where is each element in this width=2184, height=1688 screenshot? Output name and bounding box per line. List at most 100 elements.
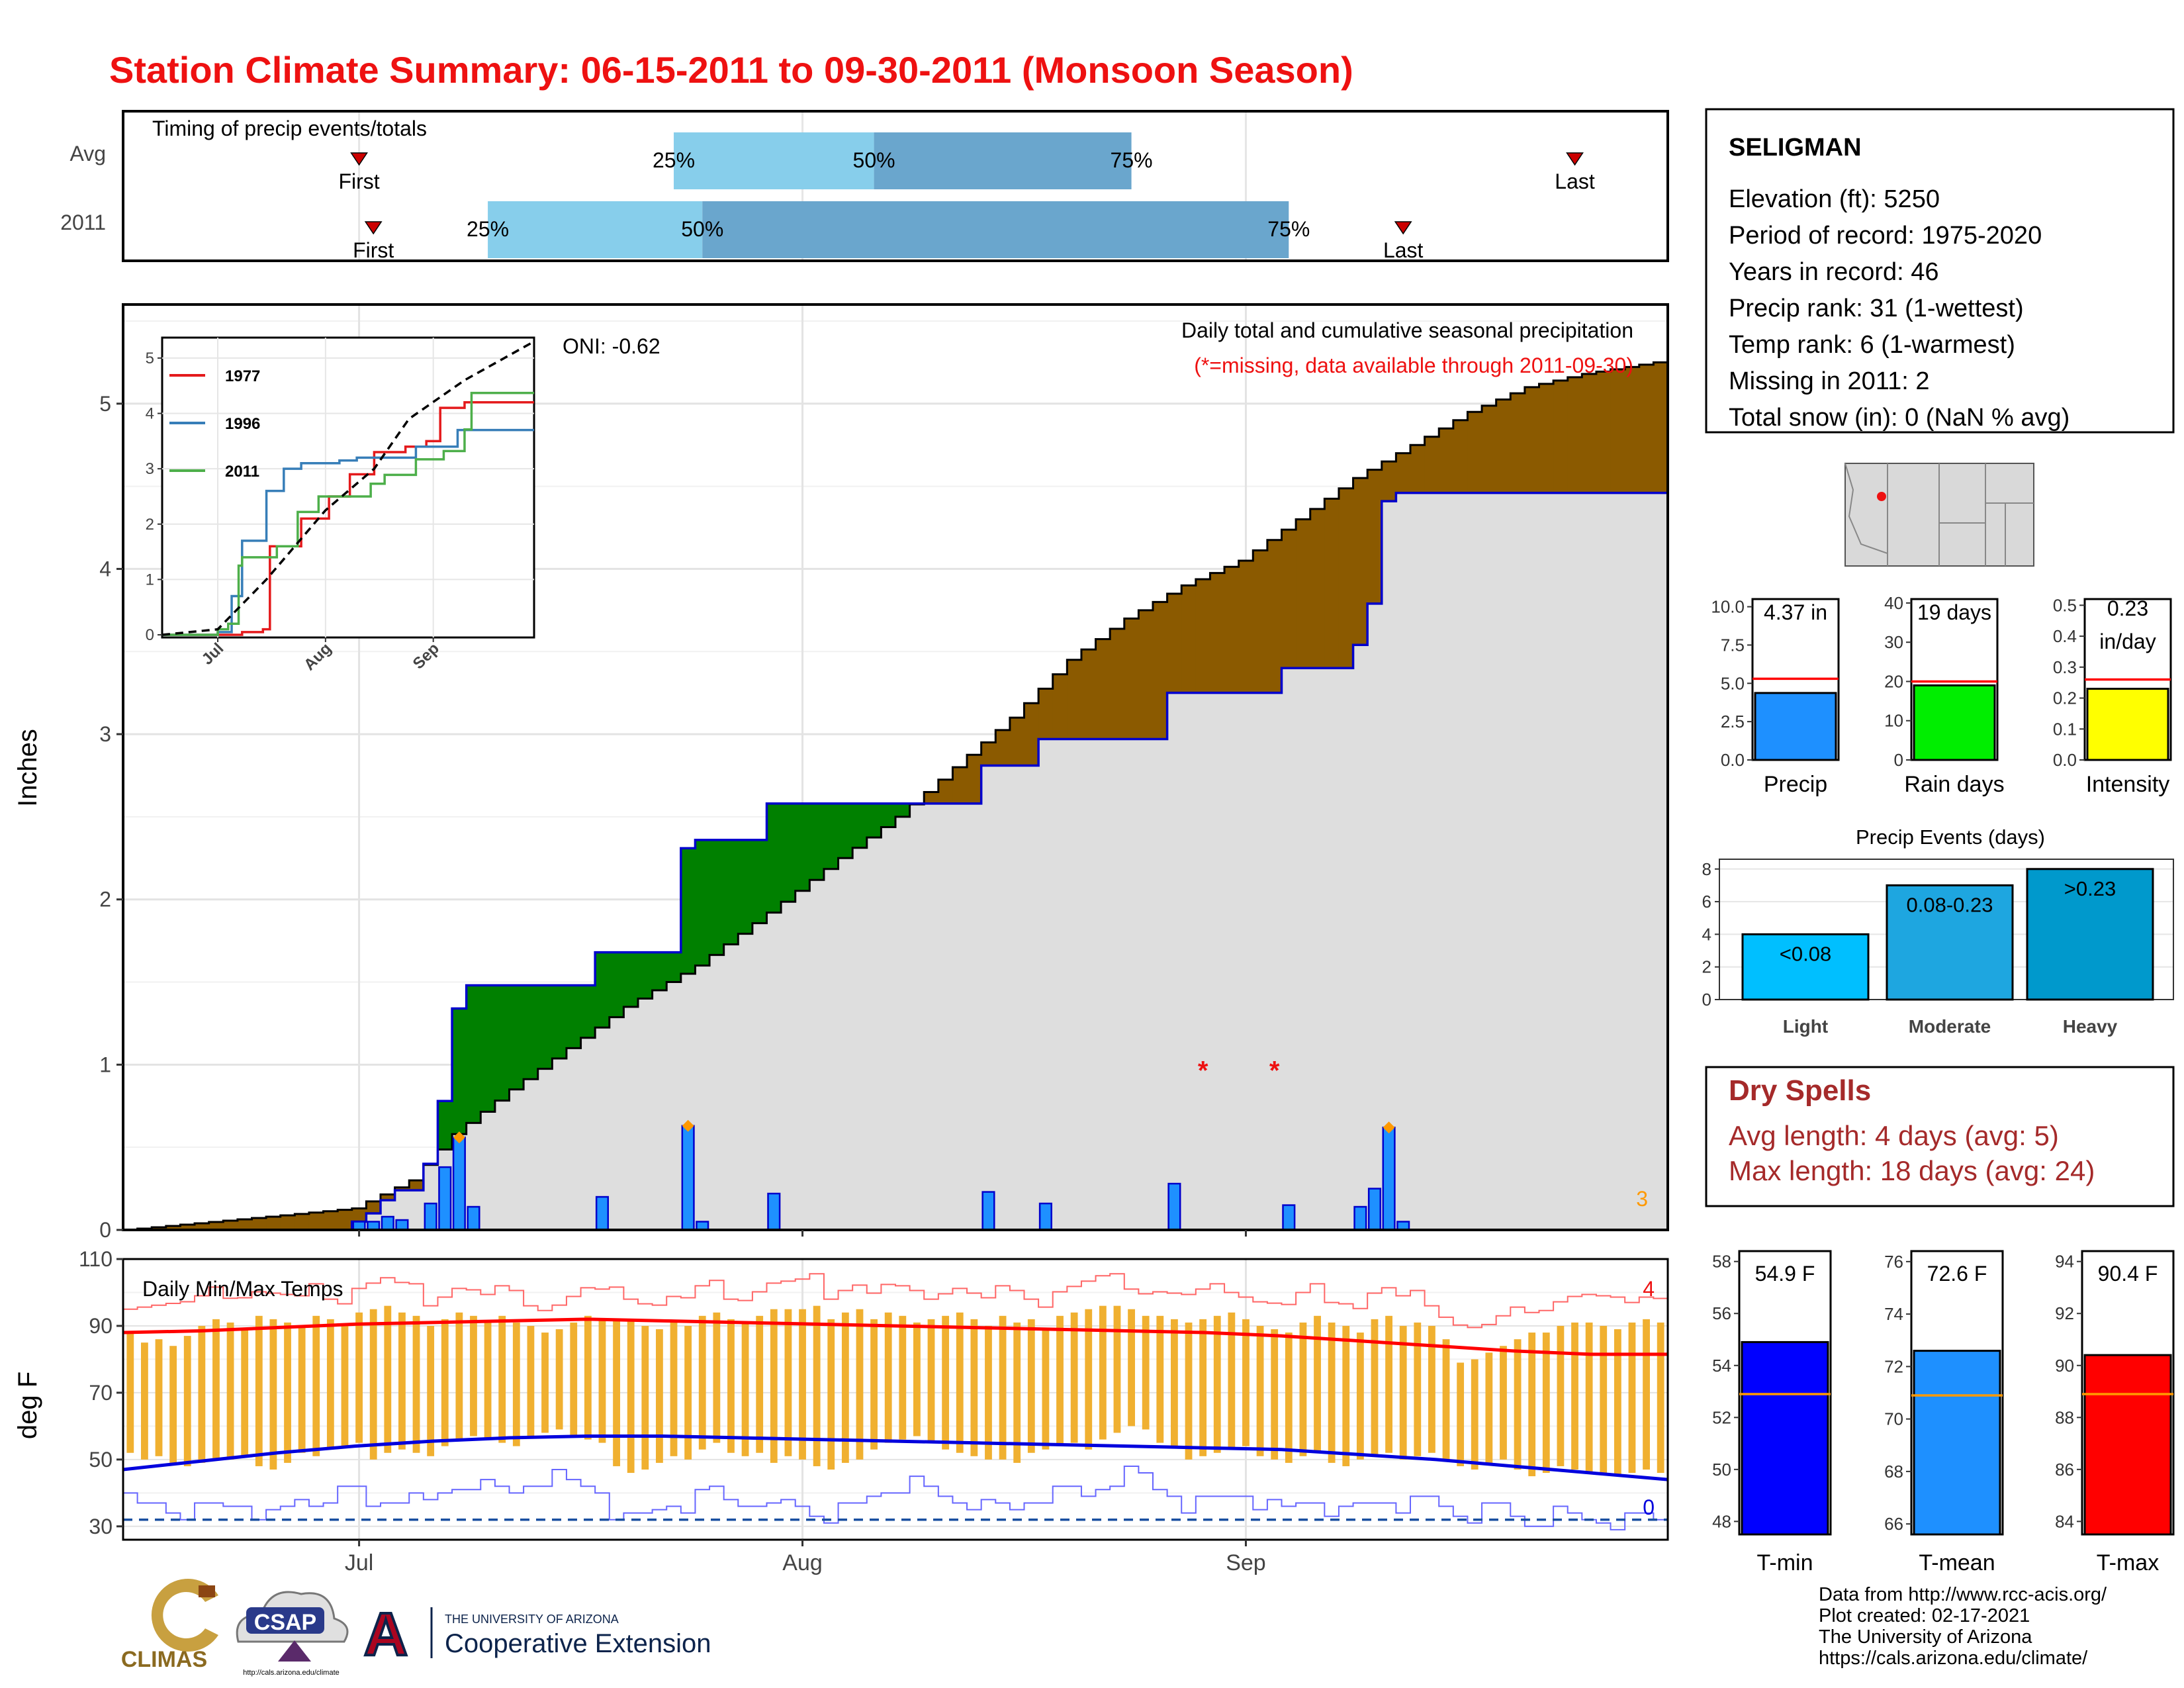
ua-logo-letter: A bbox=[364, 1601, 408, 1668]
daily-temp-range-bar bbox=[1070, 1312, 1078, 1443]
deficit-fill bbox=[1038, 688, 1054, 739]
deficit-fill bbox=[323, 1211, 338, 1230]
station-name: SELIGMAN bbox=[1729, 134, 1862, 162]
surplus-fill bbox=[852, 803, 868, 848]
daily-temp-range-bar bbox=[512, 1322, 520, 1446]
deficit-fill bbox=[1596, 371, 1612, 493]
surplus-fill bbox=[623, 952, 639, 1007]
timing-bar-50-75 bbox=[874, 132, 1132, 189]
intensity-summary-bar bbox=[2086, 688, 2169, 761]
events-bar-moderate bbox=[1886, 884, 2014, 1001]
daily-temp-range-bar bbox=[827, 1319, 835, 1470]
daily-temp-range-bar bbox=[956, 1312, 964, 1453]
surplus-fill bbox=[509, 985, 524, 1090]
tmean-summary-value-label: 72.6 F bbox=[1927, 1262, 1987, 1286]
deficit-fill bbox=[308, 1212, 324, 1230]
average-cumulative-line bbox=[123, 361, 1668, 1231]
deficit-fill bbox=[195, 1223, 210, 1230]
daily-temp-range-bar bbox=[1228, 1312, 1236, 1450]
daily-precip-bar bbox=[1353, 1205, 1367, 1231]
station-line-temp-rank: Temp rank: 6 (1-warmest) bbox=[1729, 331, 2015, 359]
rain-days-summary-axis-label: Rain days bbox=[1904, 772, 2004, 797]
missing-day-marker: * bbox=[1198, 1056, 1208, 1085]
timing-first-marker bbox=[364, 221, 383, 235]
deficit-fill bbox=[223, 1221, 238, 1230]
daily-precip-bar bbox=[1038, 1202, 1052, 1231]
precip-summary-ytick-label: 7.5 bbox=[1721, 635, 1745, 655]
tmean-summary-ytick-label: 68 bbox=[1884, 1462, 1903, 1481]
intensity-summary-value-label: in/day bbox=[2099, 630, 2156, 653]
daily-temp-range-bar bbox=[1428, 1325, 1435, 1453]
events-ytick-label: 4 bbox=[1702, 924, 1711, 944]
deficit-fill bbox=[1496, 399, 1511, 493]
tmax-summary-ytick-label: 92 bbox=[2055, 1303, 2074, 1323]
daily-temp-range-bar bbox=[1557, 1325, 1565, 1466]
deficit-fill bbox=[338, 1209, 353, 1230]
events-ytick-label: 8 bbox=[1702, 859, 1711, 879]
daily-precip-bar bbox=[1382, 1126, 1396, 1231]
daily-temp-range-bar bbox=[1542, 1333, 1550, 1474]
deficit-fill bbox=[1367, 469, 1383, 604]
inset-background bbox=[161, 336, 535, 639]
daily-temp-range-bar bbox=[312, 1315, 320, 1456]
daily-temp-range-bar bbox=[398, 1312, 406, 1450]
surplus-fill bbox=[695, 839, 710, 966]
deficit-fill bbox=[165, 1226, 181, 1230]
daily-precip-bar bbox=[1167, 1182, 1181, 1231]
location-map bbox=[1844, 463, 2034, 567]
daily-temp-range-bar bbox=[1571, 1322, 1578, 1470]
inset-legend-label: 1977 bbox=[225, 367, 260, 385]
daily-temp-range-bar bbox=[713, 1312, 721, 1443]
daily-temp-range-bar bbox=[770, 1309, 778, 1463]
precip-summary-bar bbox=[1754, 692, 1837, 761]
deficit-fill bbox=[924, 792, 939, 804]
inset-ytick-label: 4 bbox=[146, 405, 154, 423]
daily-precip-bar bbox=[424, 1202, 437, 1231]
daily-temp-range-bar bbox=[727, 1319, 735, 1453]
precip-summary-ytick-label: 5.0 bbox=[1721, 673, 1745, 693]
daily-temp-range-bar bbox=[1485, 1352, 1493, 1463]
tmean-summary-ytick-label: 72 bbox=[1884, 1356, 1903, 1376]
surplus-fill bbox=[609, 952, 624, 1017]
daily-temp-range-bar bbox=[212, 1319, 220, 1460]
deficit-fill bbox=[1124, 618, 1139, 739]
daily-temp-range-bar bbox=[985, 1325, 992, 1460]
inset-series-line-1977 bbox=[162, 401, 534, 636]
daily-temp-range-bar bbox=[1171, 1319, 1178, 1446]
surplus-fill bbox=[795, 803, 810, 891]
csap-logo: CSAP http://cals.arizona.edu/climate bbox=[236, 1591, 349, 1677]
timing-pct-label: 50% bbox=[853, 148, 895, 172]
timing-last-marker bbox=[1394, 221, 1412, 235]
daily-temp-range-bar bbox=[427, 1325, 435, 1456]
dry-spells-box: Dry Spells Avg length: 4 days (avg: 5) M… bbox=[1705, 1066, 2175, 1207]
precip-panel-title: Daily total and cumulative seasonal prec… bbox=[1181, 318, 1633, 342]
events-ytick-label: 0 bbox=[1702, 990, 1711, 1009]
daily-temp-range-bar bbox=[670, 1322, 678, 1456]
daily-temp-range-bar bbox=[1256, 1325, 1264, 1456]
surplus-fill bbox=[823, 803, 839, 869]
daily-temp-range-bar bbox=[255, 1315, 263, 1466]
daily-temp-range-bar bbox=[741, 1322, 749, 1456]
daily-temp-range-bar bbox=[355, 1312, 363, 1443]
deficit-fill bbox=[1324, 498, 1340, 669]
deficit-fill bbox=[1410, 445, 1426, 493]
precip-panel-frame bbox=[122, 303, 1669, 1231]
deficit-fill bbox=[981, 742, 996, 766]
dry-spells-max: Max length: 18 days (avg: 24) bbox=[1729, 1155, 2095, 1186]
temp-ytick-label: 50 bbox=[89, 1448, 113, 1472]
deficit-fill bbox=[1067, 659, 1082, 739]
surplus-fill bbox=[709, 839, 725, 955]
surplus-fill bbox=[452, 1008, 467, 1135]
deficit-fill bbox=[1396, 453, 1411, 493]
inset-ytick-label: 0 bbox=[146, 626, 154, 644]
station-line-years: Years in record: 46 bbox=[1729, 258, 1939, 286]
daily-temp-range-bar bbox=[1600, 1325, 1608, 1474]
dry-spells-title: Dry Spells bbox=[1729, 1074, 1871, 1107]
ua-small-text: THE UNIVERSITY OF ARIZONA bbox=[445, 1613, 619, 1626]
deficit-fill bbox=[237, 1219, 253, 1230]
events-bar-label: >0.23 bbox=[2064, 877, 2116, 900]
temperature-summary-bars: 58 56 54 52 50 48 54.9 F T-min 76 74 72 70 68 66 72.6 … bbox=[1712, 1250, 2175, 1575]
inset-legend-label: 1996 bbox=[225, 415, 260, 433]
deficit-fill bbox=[1467, 412, 1482, 493]
